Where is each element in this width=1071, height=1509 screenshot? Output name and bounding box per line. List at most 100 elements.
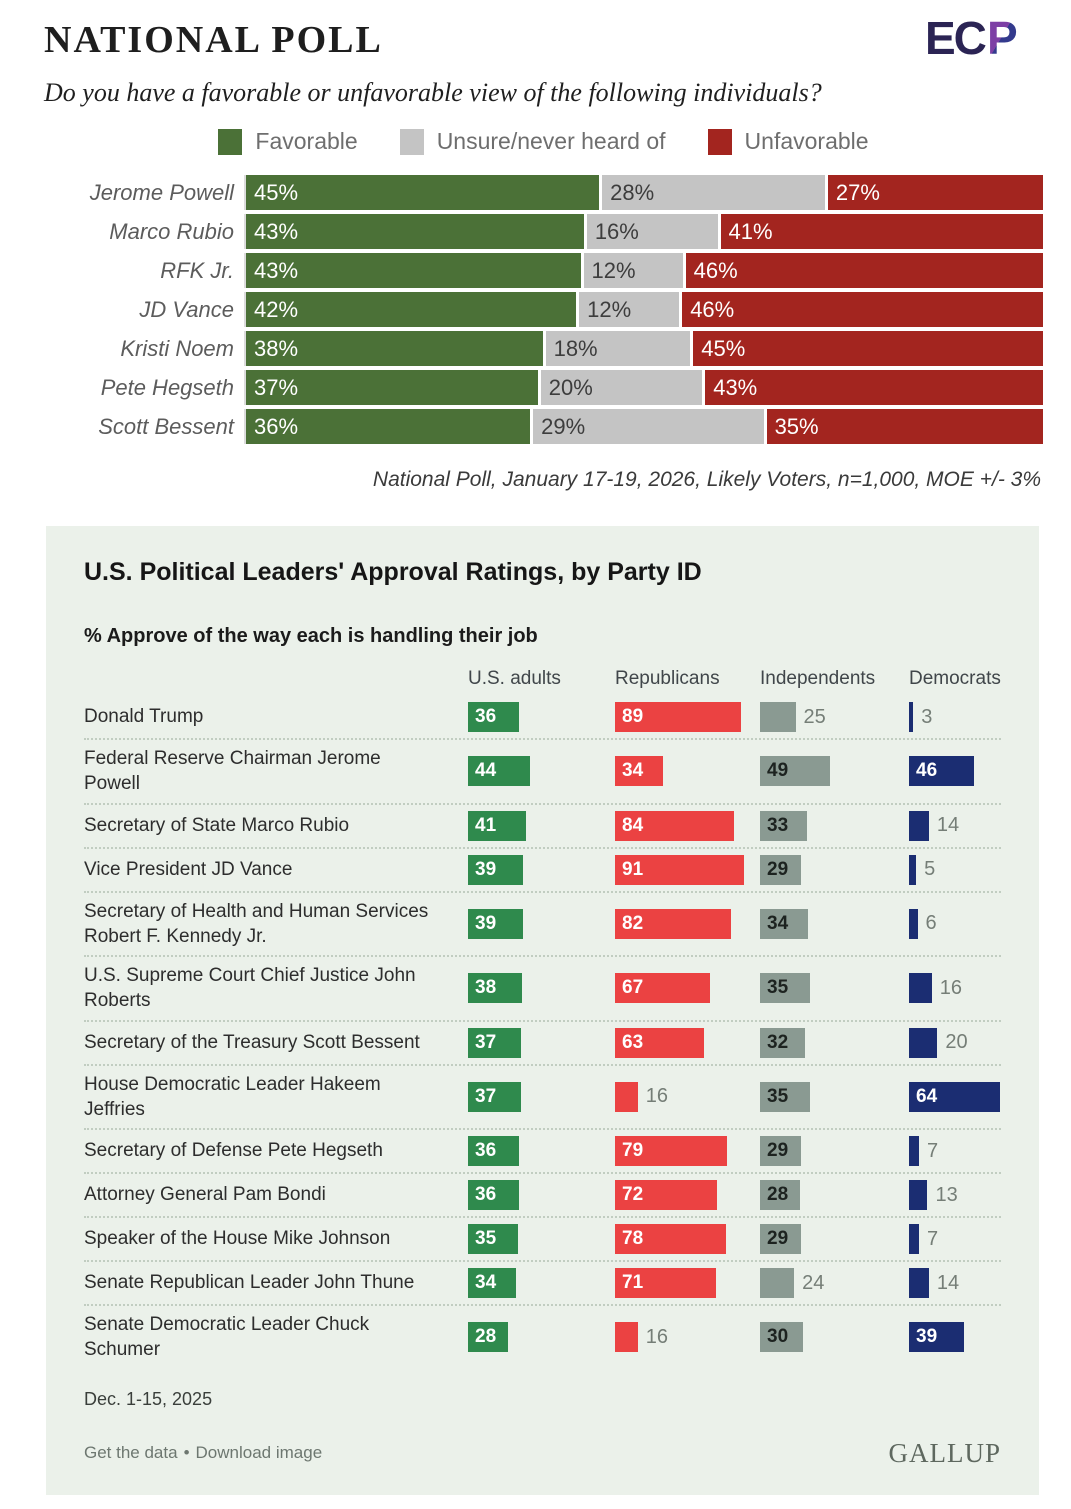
gallup-row: Vice President JD Vance 39 91 29 5 [84,846,1001,891]
gallup-row: Senate Democratic Leader Chuck Schumer 28… [84,1304,1001,1369]
approval-value: 16 [645,1325,668,1348]
approval-value: 32 [767,1031,789,1053]
gallup-bar-cell: 89 [615,702,760,732]
approval-value: 37 [475,1085,497,1107]
gallup-row: Donald Trump 36 89 25 3 [84,696,1001,738]
approval-value: 39 [475,912,497,934]
poll-bar-label: Kristi Noem [120,335,234,361]
gallup-bar-cell: 14 [909,810,1001,841]
download-image-link[interactable]: Download image [195,1443,323,1463]
approval-value: 36 [475,1140,497,1162]
approval-value: 64 [916,1085,938,1107]
poll-bar-segment: 38% [246,331,543,366]
poll-bar-value: 43% [254,218,299,244]
gallup-bar-cell: 63 [615,1027,760,1058]
get-the-data-link[interactable]: Get the data [84,1443,178,1463]
gallup-bar-cell: 41 [468,810,615,841]
approval-bar: 33 [760,810,807,841]
gallup-bar-cell: 49 [760,756,909,787]
gallup-bar-cell: 44 [468,756,615,787]
approval-value: 28 [475,1326,497,1348]
approval-bar: 63 [615,1027,705,1058]
approval-bar: 71 [615,1268,716,1299]
gallup-row-label: Speaker of the House Mike Johnson [84,1228,391,1250]
poll-bar-label: Pete Hegseth [100,374,234,400]
poll-bar-segment: 29% [533,409,764,444]
approval-bar: 36 [468,1180,520,1211]
poll-bar-value: 20% [548,374,593,400]
poll-legend-item: Unfavorable [707,128,869,155]
poll-bar-track: 45% 28% 27% [244,175,1044,210]
approval-value: 82 [622,912,644,934]
poll-bar-row: JD Vance 42% 12% 46% [44,292,1043,327]
gallup-bar-cell: 78 [615,1224,760,1255]
approval-bar: 35 [468,1224,518,1255]
poll-bar-value: 29% [541,413,586,439]
approval-bar: 34 [760,908,809,939]
approval-bar: 39 [468,908,524,939]
gallup-bar-cell: 28 [468,1322,615,1353]
poll-bar-track: 43% 16% 41% [244,214,1043,249]
gallup-row: Secretary of Defense Pete Hegseth 36 79 29 7 [84,1128,1001,1172]
poll-bar-value: 36% [254,413,299,439]
approval-value: 34 [475,1272,497,1294]
poll-bar-segment: 43% [246,214,584,249]
gallup-row: Secretary of State Marco Rubio 41 84 33 14 [84,802,1001,847]
approval-bar: 39 [468,854,524,885]
poll-bar-row: RFK Jr. 43% 12% 46% [44,253,1043,288]
gallup-footer-links: Get the data • Download image [84,1443,322,1463]
gallup-row-label: Senate Republican Leader John Thune [84,1272,415,1294]
approval-bar: 82 [615,908,732,939]
gallup-bar-cell: 72 [615,1180,760,1211]
poll-bar-label: Marco Rubio [109,218,234,244]
gallup-bar-cell: 91 [615,854,760,885]
gallup-row-label: Secretary of State Marco Rubio [84,814,350,836]
approval-bar: 34 [615,756,664,787]
gallup-approval-chart: U.S. Political Leaders' Approval Ratings… [46,526,1039,1495]
approval-bar: 39 [909,1322,965,1353]
ecp-logo-ec: EC [925,14,986,62]
poll-bar-segment: 46% [685,253,1043,288]
approval-bar: 72 [615,1180,718,1211]
approval-value: 41 [475,814,497,836]
poll-bar-value: 12% [587,296,632,322]
gallup-bar-cell: 36 [468,702,615,732]
gallup-bar-cell: 35 [468,1224,615,1255]
approval-value: 38 [475,977,497,999]
poll-bar-segment: 16% [586,214,718,249]
gallup-bar-cell: 25 [760,702,909,732]
approval-value: 14 [936,814,960,837]
approval-value: 25 [803,705,826,728]
gallup-row-label: U.S. Supreme Court Chief Justice John Ro… [84,965,416,1012]
gallup-row-label: Senate Democratic Leader Chuck Schumer [84,1314,370,1361]
poll-bar-value: 43% [713,374,758,400]
gallup-row: Attorney General Pam Bondi 36 72 28 13 [84,1172,1001,1216]
approval-bar: 44 [468,756,531,787]
poll-legend-item: Favorable [218,128,358,155]
legend-swatch [218,128,243,155]
poll-bar-value: 43% [254,257,299,283]
approval-bar: 35 [760,973,810,1004]
approval-bar [909,1136,919,1167]
approval-value: 5 [924,858,936,881]
approval-value: 39 [916,1326,938,1348]
gallup-bar-cell: 24 [760,1268,909,1299]
poll-bar-value: 46% [693,257,738,283]
gallup-bar-cell: 16 [909,973,1001,1004]
gallup-bar-cell: 3 [909,702,1001,732]
gallup-row: Senate Republican Leader John Thune 34 71 2… [84,1260,1001,1304]
gallup-row-label: Secretary of Health and Human Services R… [84,900,429,947]
approval-bar: 46 [909,756,975,787]
gallup-title: U.S. Political Leaders' Approval Ratings… [84,558,702,586]
approval-value: 14 [936,1271,960,1294]
approval-bar [909,854,917,885]
gallup-bar-cell: 82 [615,908,760,939]
gallup-bar-cell: 33 [760,810,909,841]
ecp-logo-p: P [987,14,1018,62]
approval-value: 35 [767,1085,789,1107]
approval-bar: 84 [615,810,735,841]
poll-bar-value: 27% [835,179,880,205]
gallup-rows: Donald Trump 36 89 25 3 Federal Reserve Chair… [84,696,1001,1369]
poll-bar-value: 18% [553,335,598,361]
legend-swatch [707,128,732,155]
